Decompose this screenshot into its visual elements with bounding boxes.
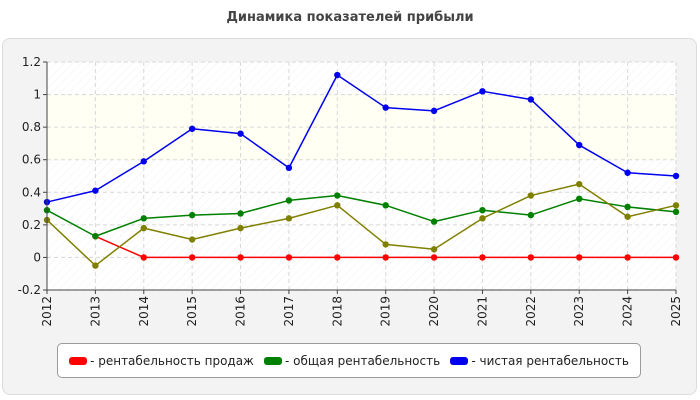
data-point[interactable] — [334, 202, 341, 209]
series-3 — [43, 180, 680, 269]
plot-band-highlight — [47, 95, 676, 160]
x-tick-label: 2020 — [427, 296, 441, 327]
data-point[interactable] — [624, 203, 631, 211]
data-point[interactable] — [576, 195, 583, 202]
data-point[interactable] — [140, 224, 147, 232]
legend-label: - чистая рентабельность — [471, 353, 629, 368]
y-tick-label: 0.4 — [22, 185, 41, 199]
legend: - рентабельность продаж - общая рентабел… — [57, 343, 641, 378]
data-point[interactable] — [188, 236, 196, 243]
data-point[interactable] — [285, 164, 293, 172]
data-point[interactable] — [624, 254, 631, 261]
data-point[interactable] — [188, 254, 196, 261]
data-point[interactable] — [527, 254, 535, 261]
data-point[interactable] — [382, 202, 389, 209]
data-point[interactable] — [527, 211, 535, 219]
data-point[interactable] — [672, 254, 680, 261]
x-tick-label: 2019 — [379, 296, 393, 327]
data-point[interactable] — [576, 254, 583, 261]
data-point[interactable] — [479, 215, 486, 222]
x-tick-label: 2014 — [137, 296, 151, 327]
data-point[interactable] — [624, 213, 631, 220]
data-point[interactable] — [285, 197, 293, 204]
data-point[interactable] — [237, 130, 244, 137]
x-tick-label: 2016 — [234, 296, 248, 327]
data-point[interactable] — [237, 210, 244, 217]
data-point[interactable] — [334, 71, 341, 79]
legend-swatch-blue — [450, 356, 469, 365]
data-point[interactable] — [285, 254, 293, 261]
data-point[interactable] — [237, 254, 244, 261]
x-tick-label: 2012 — [40, 296, 54, 327]
legend-swatch-green — [264, 356, 283, 365]
data-point[interactable] — [479, 254, 486, 261]
y-tick-label: 1 — [33, 88, 41, 102]
data-point[interactable] — [92, 233, 99, 240]
y-tick-label: 1.2 — [22, 55, 41, 69]
grid-layer — [46, 61, 677, 291]
data-point[interactable] — [672, 208, 680, 216]
x-tick-label: 2025 — [669, 296, 683, 327]
axes-layer: -0.2 0 0.2 0.4 0.6 0.8 1 1.2 2012 2013 2014 2015 201… — [18, 55, 683, 327]
data-point[interactable] — [672, 202, 680, 209]
series-2 — [43, 71, 680, 206]
series-line — [46, 183, 677, 267]
data-point[interactable] — [430, 107, 438, 115]
series-layer — [43, 71, 680, 269]
y-tick-label: 0.8 — [22, 120, 41, 134]
data-point[interactable] — [188, 211, 196, 219]
chart-title: Динамика показателей прибыли — [226, 10, 474, 25]
x-tick-label: 2018 — [330, 296, 344, 327]
y-tick-label: 0.2 — [22, 218, 41, 232]
data-point[interactable] — [382, 104, 389, 111]
data-point[interactable] — [285, 215, 293, 222]
series-line — [46, 74, 677, 203]
x-tick-label: 2021 — [475, 296, 489, 327]
x-tick-label: 2017 — [282, 296, 296, 327]
data-point[interactable] — [237, 224, 244, 232]
legend-item-sales-profitability[interactable]: - рентабельность продаж — [69, 354, 254, 368]
series-1 — [43, 192, 680, 240]
x-tick-label: 2022 — [524, 296, 538, 327]
x-tick-label: 2024 — [621, 296, 635, 327]
data-point[interactable] — [527, 96, 535, 103]
legend-label: - рентабельность продаж — [90, 353, 254, 368]
x-tick-label: 2013 — [88, 296, 102, 327]
data-point[interactable] — [479, 88, 486, 95]
data-point[interactable] — [382, 254, 389, 261]
data-point[interactable] — [430, 218, 438, 225]
y-tick-label: -0.2 — [18, 283, 41, 297]
x-tick-label: 2015 — [185, 296, 199, 327]
data-point[interactable] — [624, 169, 631, 176]
y-tick-label: 0.6 — [22, 153, 41, 167]
x-tick-label: 2023 — [572, 296, 586, 327]
y-tick-label: 0 — [33, 250, 41, 264]
data-point[interactable] — [382, 241, 389, 248]
legend-item-net-profitability[interactable]: - чистая рентабельность — [450, 354, 629, 368]
data-point[interactable] — [92, 187, 99, 194]
data-point[interactable] — [479, 207, 486, 214]
data-point[interactable] — [92, 262, 99, 269]
data-point[interactable] — [430, 254, 438, 261]
data-point[interactable] — [334, 254, 341, 261]
data-point[interactable] — [527, 192, 535, 199]
data-point[interactable] — [334, 192, 341, 199]
series-line — [46, 194, 677, 238]
data-point[interactable] — [430, 246, 438, 253]
legend-swatch-red — [69, 356, 88, 365]
legend-item-total-profitability[interactable]: - общая рентабельность — [264, 354, 440, 368]
data-point[interactable] — [188, 125, 196, 132]
data-point[interactable] — [140, 215, 147, 222]
data-point[interactable] — [140, 158, 147, 165]
legend-label: - общая рентабельность — [285, 353, 441, 368]
data-point[interactable] — [140, 254, 147, 261]
data-point[interactable] — [576, 141, 583, 149]
data-point[interactable] — [672, 172, 680, 180]
data-point[interactable] — [576, 180, 583, 188]
